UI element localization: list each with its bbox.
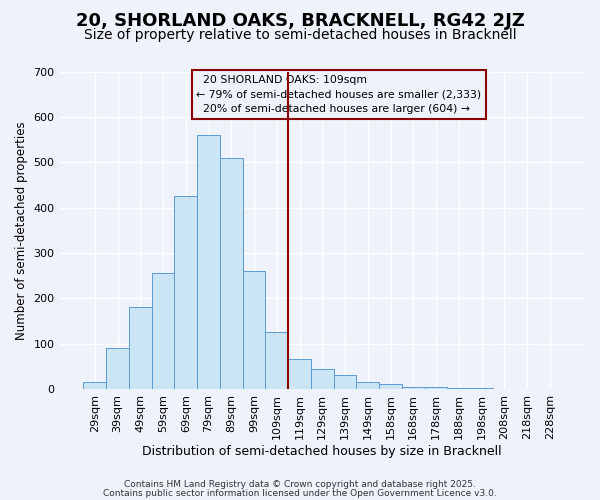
Bar bbox=[379, 384, 402, 389]
Bar bbox=[265, 332, 288, 389]
Bar bbox=[288, 360, 311, 389]
Text: Contains public sector information licensed under the Open Government Licence v3: Contains public sector information licen… bbox=[103, 488, 497, 498]
Text: Contains HM Land Registry data © Crown copyright and database right 2025.: Contains HM Land Registry data © Crown c… bbox=[124, 480, 476, 489]
Bar bbox=[83, 382, 106, 389]
Bar bbox=[425, 386, 448, 389]
X-axis label: Distribution of semi-detached houses by size in Bracknell: Distribution of semi-detached houses by … bbox=[142, 444, 502, 458]
Text: Size of property relative to semi-detached houses in Bracknell: Size of property relative to semi-detach… bbox=[83, 28, 517, 42]
Bar bbox=[129, 308, 152, 389]
Bar bbox=[152, 274, 175, 389]
Bar bbox=[175, 196, 197, 389]
Y-axis label: Number of semi-detached properties: Number of semi-detached properties bbox=[15, 121, 28, 340]
Bar bbox=[356, 382, 379, 389]
Text: 20 SHORLAND OAKS: 109sqm
← 79% of semi-detached houses are smaller (2,333)
  20%: 20 SHORLAND OAKS: 109sqm ← 79% of semi-d… bbox=[196, 74, 481, 114]
Bar bbox=[242, 271, 265, 389]
Bar bbox=[402, 386, 425, 389]
Bar bbox=[220, 158, 242, 389]
Bar bbox=[197, 135, 220, 389]
Bar bbox=[106, 348, 129, 389]
Bar bbox=[334, 376, 356, 389]
Bar bbox=[470, 388, 493, 389]
Bar bbox=[311, 368, 334, 389]
Text: 20, SHORLAND OAKS, BRACKNELL, RG42 2JZ: 20, SHORLAND OAKS, BRACKNELL, RG42 2JZ bbox=[76, 12, 524, 30]
Bar bbox=[448, 388, 470, 389]
